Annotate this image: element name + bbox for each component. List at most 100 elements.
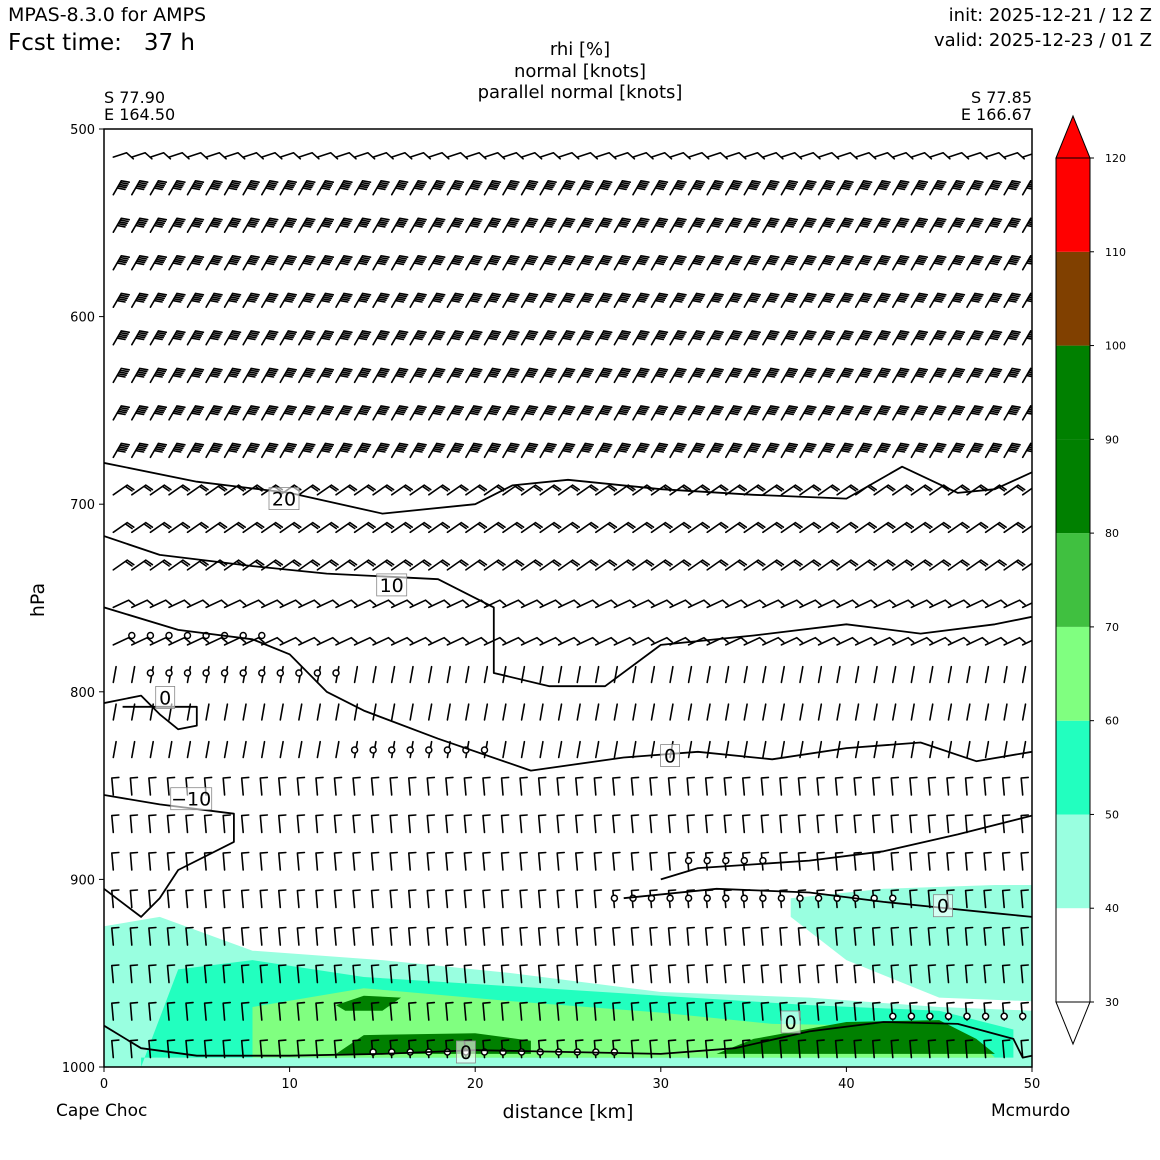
wind-barb [390,330,409,346]
wind-barb [946,964,955,984]
wind-barb [762,442,780,459]
wind-barb [799,599,822,609]
wind-barb [482,851,491,871]
wind-barb [799,255,817,271]
wind-barb [687,599,711,609]
wind-barb [575,851,584,871]
wind-barb [112,330,130,346]
wind-barb [352,1001,361,1021]
wind-barb [836,703,841,721]
calm-circle [276,669,285,677]
wind-barb [817,559,840,571]
wind-barb [687,292,706,308]
contour-line-6 [623,887,1032,918]
wind-barb [298,442,316,459]
wind-barb [372,559,395,571]
wind-barb [910,292,929,308]
wind-barb [539,599,562,609]
wind-barb [298,521,321,534]
wind-barb [278,1039,287,1059]
wind-barb [947,330,966,346]
wind-barb [166,964,176,984]
wind-barb [780,217,799,233]
y-tick-label: 700 [70,498,95,513]
wind-barb [984,599,1008,609]
wind-barb [111,964,120,984]
wind-barb [799,217,817,233]
wind-barb [222,814,231,834]
wind-barb [873,405,891,421]
wind-barb [333,889,343,909]
wind-barb [650,152,673,160]
calm-circle [703,894,711,902]
wind-barb [760,1001,770,1021]
wind-barb [502,442,520,459]
wind-barb [593,776,603,796]
wind-barb [612,1001,621,1021]
y-tick-label: 1000 [62,1061,95,1076]
calm-circle [332,669,340,677]
wind-barb [111,851,120,871]
y-tick-label: 900 [70,873,95,888]
wind-barb [446,599,469,609]
wind-barb [316,292,335,308]
wind-barb [242,217,260,233]
wind-barb [910,484,933,496]
wind-barb [205,330,223,346]
wind-barb [353,636,377,646]
wind-barb [557,484,580,496]
wind-barb [892,703,897,721]
wind-barb [687,740,693,759]
wind-barb [112,292,130,308]
wind-barb [799,703,804,721]
wind-barb [446,217,465,233]
wind-barb [1003,292,1021,308]
wind-barb [446,442,465,459]
wind-barb [537,814,547,834]
wind-barb [353,255,372,271]
wind-barb [669,330,687,346]
wind-barb [854,442,873,459]
wind-barb [743,442,761,459]
wind-barb [539,442,557,459]
wind-barb [502,152,524,160]
wind-barb [149,367,168,384]
wind-barb [743,703,748,721]
wind-barb [910,665,915,684]
wind-barb [372,330,390,346]
wind-barb [502,405,520,421]
wind-barb [298,152,320,160]
wind-barb [966,152,988,160]
x-axis-label: distance [km] [503,1101,634,1123]
colorbar-tick-label: 50 [1105,808,1119,821]
wind-barb [576,367,594,384]
wind-barb [595,442,613,459]
wind-barb [853,964,862,984]
wind-barb [780,665,785,684]
wind-barb [148,851,157,871]
wind-barb [649,814,658,834]
wind-barb [131,180,149,196]
wind-barb [964,851,974,871]
wind-barb [261,292,279,308]
wind-barb [390,217,409,233]
contour-label: 0 [664,746,676,768]
wind-barb [576,217,594,233]
wind-barb [186,217,205,233]
wind-barb [539,559,562,571]
wind-barb [129,851,139,871]
wind-barb [1021,524,1032,534]
wind-barb [632,405,650,421]
wind-barb [279,367,297,384]
wind-barb [854,292,873,308]
wind-barb [929,484,952,496]
wind-barb [556,814,565,834]
wind-barb [632,559,655,571]
wind-barb [1021,487,1032,496]
wind-barb [632,665,637,684]
wind-barb [836,217,854,233]
wind-barb [149,180,168,196]
wind-barb [595,255,613,271]
wind-barb [131,599,154,609]
contour-label: 0 [159,687,171,709]
